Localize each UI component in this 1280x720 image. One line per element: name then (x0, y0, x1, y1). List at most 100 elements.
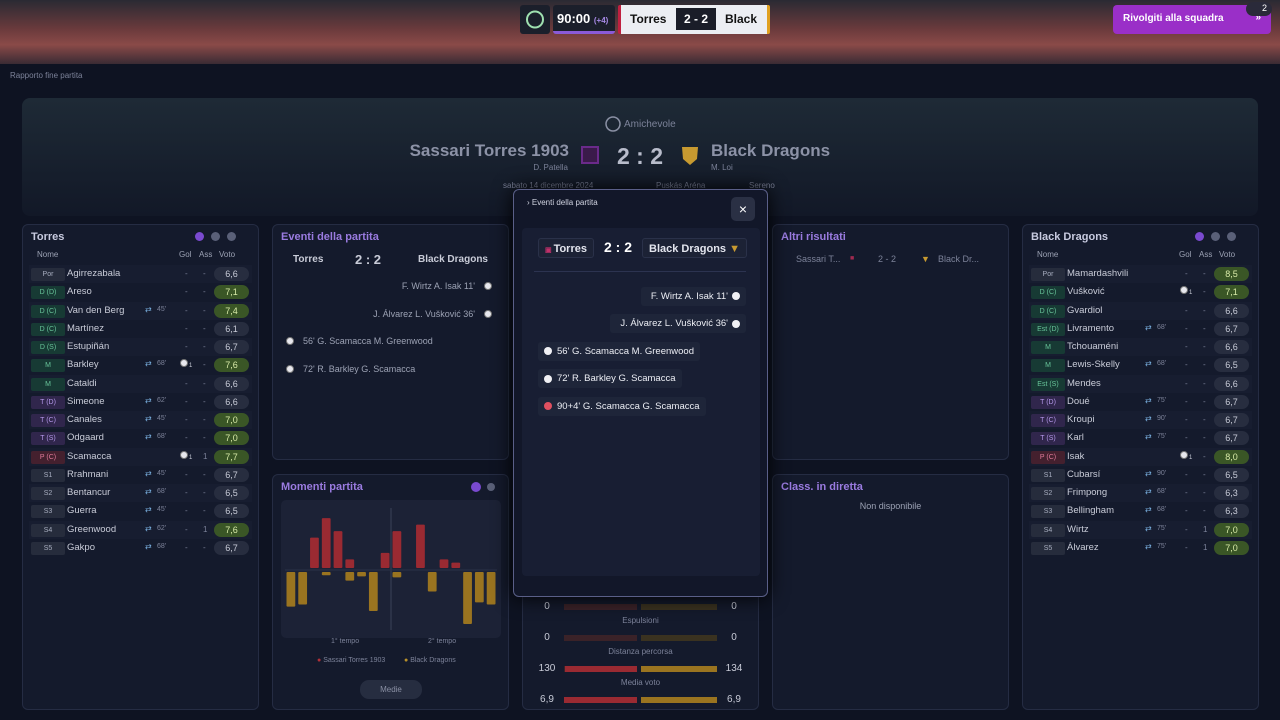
panel-title: Class. in diretta (781, 481, 863, 493)
event-text: 56' G. Scamacca M. Greenwood (557, 345, 694, 357)
page-dot[interactable] (1227, 232, 1236, 241)
page-dot[interactable] (227, 232, 236, 241)
breadcrumb: Rapporto fine partita (10, 71, 83, 80)
event-text: 72' R. Barkley G. Scamacca (303, 363, 416, 374)
player-name: Vušković (1067, 286, 1105, 298)
position-badge: S5 (31, 541, 65, 555)
position-badge: T (C) (31, 414, 65, 427)
goals: - (1185, 506, 1188, 516)
column-header: Nome (37, 250, 59, 259)
away-team-chip: Black Dragons ▼ (642, 238, 747, 258)
away-bar (463, 572, 472, 624)
assists: - (1203, 305, 1206, 315)
goal-icon (1180, 450, 1188, 459)
empty-message: Non disponibile (859, 501, 922, 511)
assists: - (1203, 451, 1206, 461)
row-stripe (29, 520, 252, 539)
competition: Amichevole (624, 119, 676, 130)
away-bar (345, 572, 355, 581)
sub-minute: 45' (157, 506, 167, 514)
home-bar (333, 531, 343, 568)
events-modal: › Eventi della partita × ▣ Torres 2 : 2 … (513, 189, 768, 597)
away-team: Black Dragons (417, 254, 488, 265)
event-chip: J. Álvarez L. Vušković 36' (610, 314, 746, 334)
sub-icon: ⇄ (145, 487, 152, 496)
team-talk-button[interactable]: Rivolgiti alla squadra » (1113, 5, 1271, 34)
assists: - (1203, 287, 1206, 297)
stat-away: 0 (731, 632, 737, 643)
away-bar (427, 572, 437, 592)
player-name: Rrahmani (67, 468, 109, 480)
page-dot[interactable] (1211, 232, 1220, 241)
sub-minute: 45' (157, 415, 167, 422)
goals: - (185, 415, 188, 424)
row-stripe (1029, 447, 1252, 466)
position-badge: M (1031, 341, 1065, 354)
rating: 7,6 (214, 522, 249, 537)
page-dot[interactable] (471, 482, 481, 492)
assists: - (203, 415, 206, 424)
stat-track (641, 604, 717, 610)
sub-icon: ⇄ (1145, 541, 1152, 551)
sub-icon: ⇄ (1145, 432, 1152, 442)
sub-icon: ⇄ (1145, 395, 1152, 405)
rating: 6,6 (1214, 340, 1249, 354)
sub-minute: 75' (1157, 524, 1167, 532)
assists: - (203, 396, 206, 406)
page-dot[interactable] (195, 232, 204, 241)
title-text: Eventi della partita (531, 198, 598, 207)
stat-label: Media voto (620, 678, 661, 687)
modal-body: ▣ Torres 2 : 2 Black Dragons ▼ F. Wirtz … (522, 228, 760, 576)
divider (534, 271, 746, 272)
scoreboard: Torres 2 - 2 Black (618, 5, 770, 34)
close-button[interactable]: × (731, 197, 755, 221)
player-name: Frimpong (1067, 487, 1108, 498)
rating: 6,7 (1214, 413, 1249, 427)
assists: - (203, 323, 206, 333)
stat-away: 0 (731, 601, 737, 612)
rating: 6,6 (214, 376, 249, 391)
rating: 8,5 (1214, 267, 1249, 281)
sub-minute: 45' (157, 305, 167, 313)
row-stripe (1029, 411, 1252, 429)
rating: 6,5 (1214, 467, 1249, 482)
home-manager: D. Patella (533, 163, 568, 172)
position-badge: D (D) (31, 286, 65, 300)
goal-icon (484, 309, 492, 318)
row-stripe (1029, 374, 1252, 393)
events-panel: Eventi della partita Torres 2 : 2 Black … (272, 224, 509, 460)
sub-minute: 68' (157, 542, 167, 550)
player-name: Karl (1067, 432, 1084, 444)
rating: 6,5 (214, 486, 249, 500)
player-name: Simeone (67, 395, 105, 407)
sub-minute: 90' (1157, 469, 1167, 477)
goals: 1 (189, 454, 193, 461)
position-badge: T (D) (31, 395, 65, 409)
position-badge: S5 (1031, 541, 1065, 555)
added-time: (+4) (593, 16, 609, 25)
goals: - (185, 342, 188, 351)
moments-chart (281, 500, 501, 638)
stat-bar-home (565, 666, 637, 672)
sub-minute: 75' (1157, 396, 1167, 404)
position-badge: T (C) (1031, 414, 1065, 427)
assists: - (203, 433, 206, 443)
goals: - (1185, 305, 1188, 315)
row-stripe (29, 447, 252, 466)
page-dot[interactable] (487, 483, 495, 491)
player-name: Mamardashvili (1067, 268, 1129, 279)
away-bar (392, 572, 402, 578)
column-header: Gol (1179, 250, 1192, 259)
averages-button[interactable]: Medie (360, 680, 422, 699)
page-dot[interactable] (1195, 232, 1204, 241)
goals: - (1185, 269, 1188, 278)
goals: - (1185, 469, 1188, 479)
goals: - (1185, 360, 1188, 370)
sub-minute: 62' (157, 524, 167, 532)
page-dot[interactable] (211, 232, 220, 241)
column-header: Voto (219, 250, 236, 259)
player-name: Isak (1067, 450, 1085, 462)
position-badge: D (C) (1031, 304, 1065, 318)
goals: - (1185, 396, 1188, 406)
away-bar (486, 572, 496, 605)
